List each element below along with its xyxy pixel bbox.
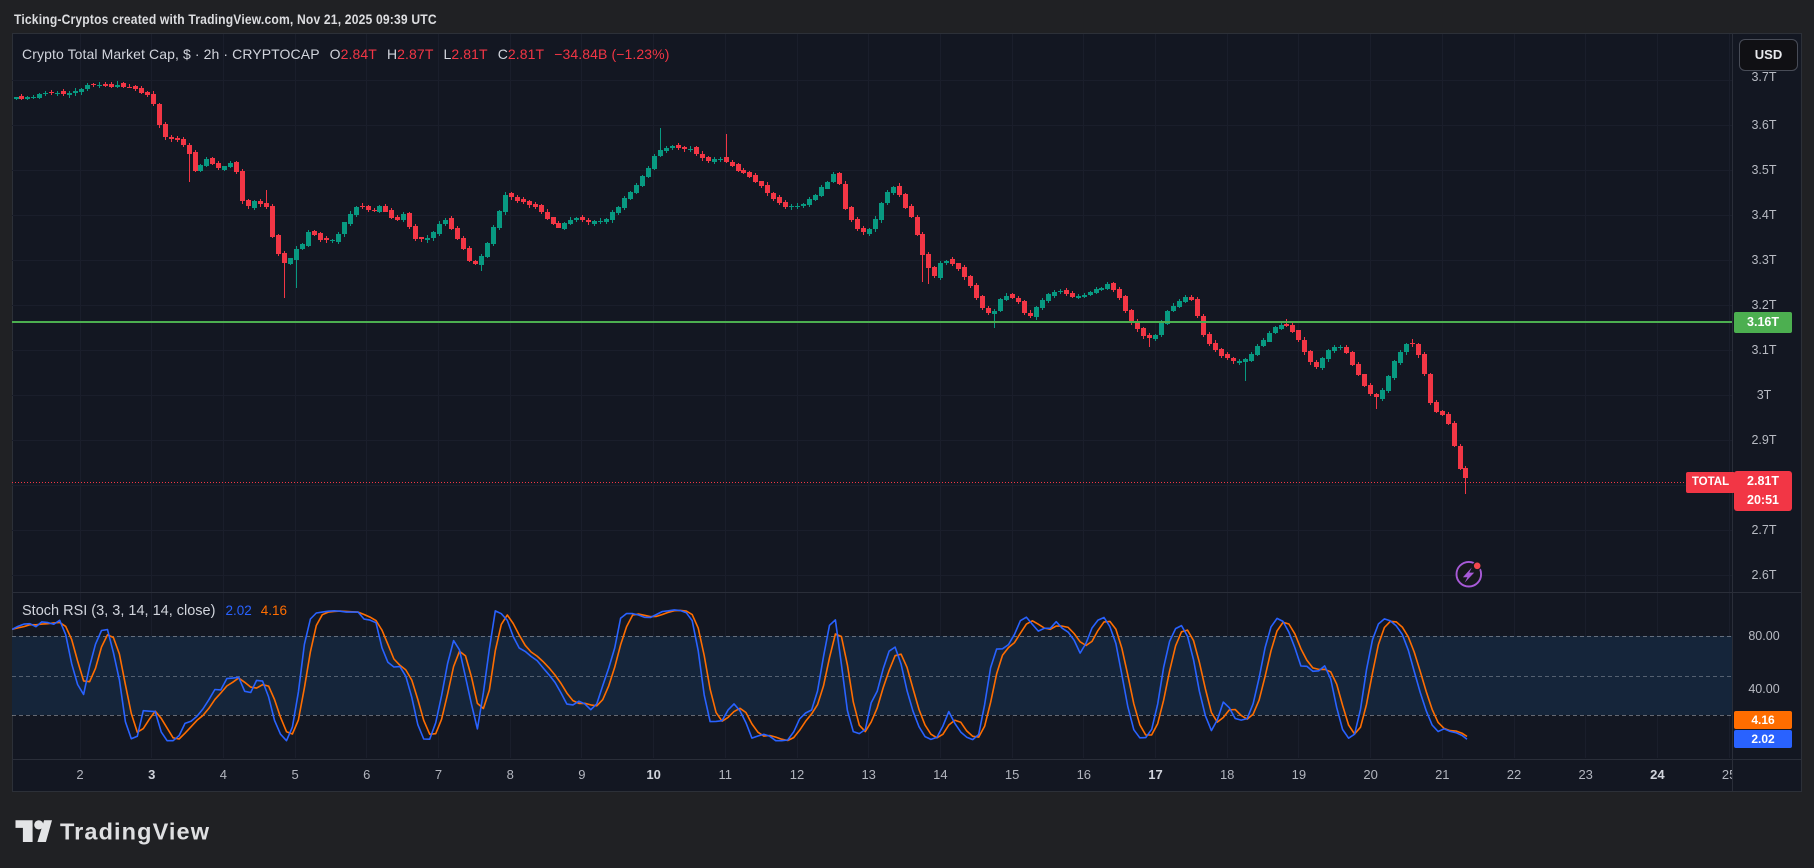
- svg-text:TradingView: TradingView: [60, 819, 210, 845]
